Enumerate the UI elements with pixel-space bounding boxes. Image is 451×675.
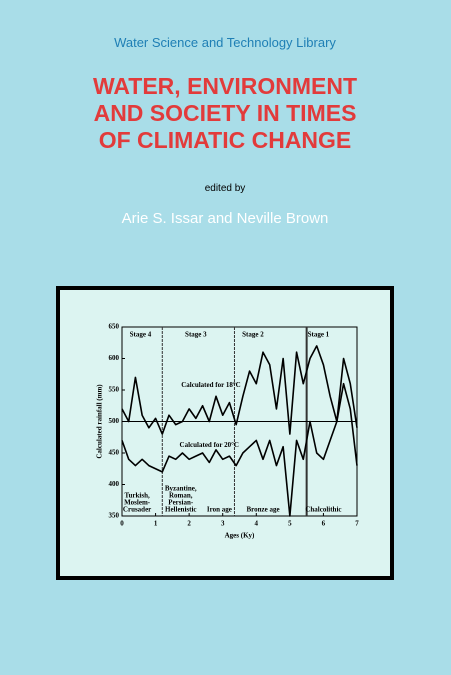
- x-tick-label: 7: [355, 520, 359, 528]
- stage-label: Stage 1: [308, 331, 330, 339]
- y-tick-label: 400: [109, 480, 120, 488]
- stage-label: Stage 2: [242, 331, 264, 339]
- title-line: AND SOCIETY IN TIMES: [94, 100, 357, 126]
- x-tick-label: 3: [221, 520, 225, 528]
- annotation: Calculated for 20°C: [180, 441, 239, 449]
- series-name: Water Science and Technology Library: [114, 35, 336, 50]
- title-line: OF CLIMATIC CHANGE: [99, 127, 352, 153]
- x-tick-label: 2: [187, 520, 191, 528]
- y-tick-label: 550: [109, 386, 120, 394]
- chart-frame: [56, 286, 394, 580]
- y-tick-label: 350: [109, 512, 120, 520]
- era-label: Hellenistic: [165, 506, 197, 514]
- y-tick-label: 450: [109, 449, 120, 457]
- era-label: Crusader: [123, 506, 151, 514]
- stage-label: Stage 3: [185, 331, 207, 339]
- x-tick-label: 4: [255, 520, 259, 528]
- era-label: Bronze age: [246, 506, 279, 514]
- era-label: Iron age: [207, 506, 232, 514]
- y-axis-label: Calculated rainfall (mm): [96, 384, 104, 459]
- edited-by: edited by: [205, 183, 246, 194]
- x-tick-label: 0: [120, 520, 124, 528]
- annotation: Calculated for 18°C: [181, 381, 240, 389]
- era-label: Persian-: [168, 499, 194, 507]
- y-tick-label: 600: [109, 354, 120, 362]
- x-tick-label: 6: [322, 520, 326, 528]
- rainfall-line: [121, 382, 358, 517]
- era-label: Roman,: [169, 492, 193, 500]
- era-label: Turkish,: [124, 492, 149, 500]
- rainfall-line: [121, 345, 358, 435]
- x-tick-label: 1: [154, 520, 158, 528]
- editors: Arie S. Issar and Neville Brown: [122, 210, 329, 227]
- title-line: WATER, ENVIRONMENT: [93, 73, 357, 99]
- stage-label: Stage 4: [130, 331, 152, 339]
- x-axis-label: Ages (Ky): [225, 532, 255, 540]
- y-tick-label: 500: [109, 417, 120, 425]
- era-label: Moslem-: [124, 499, 151, 507]
- y-tick-label: 650: [109, 323, 120, 331]
- era-label: Chalcolithic: [305, 506, 341, 514]
- era-label: Byzantine,: [165, 485, 197, 493]
- x-tick-label: 5: [288, 520, 292, 528]
